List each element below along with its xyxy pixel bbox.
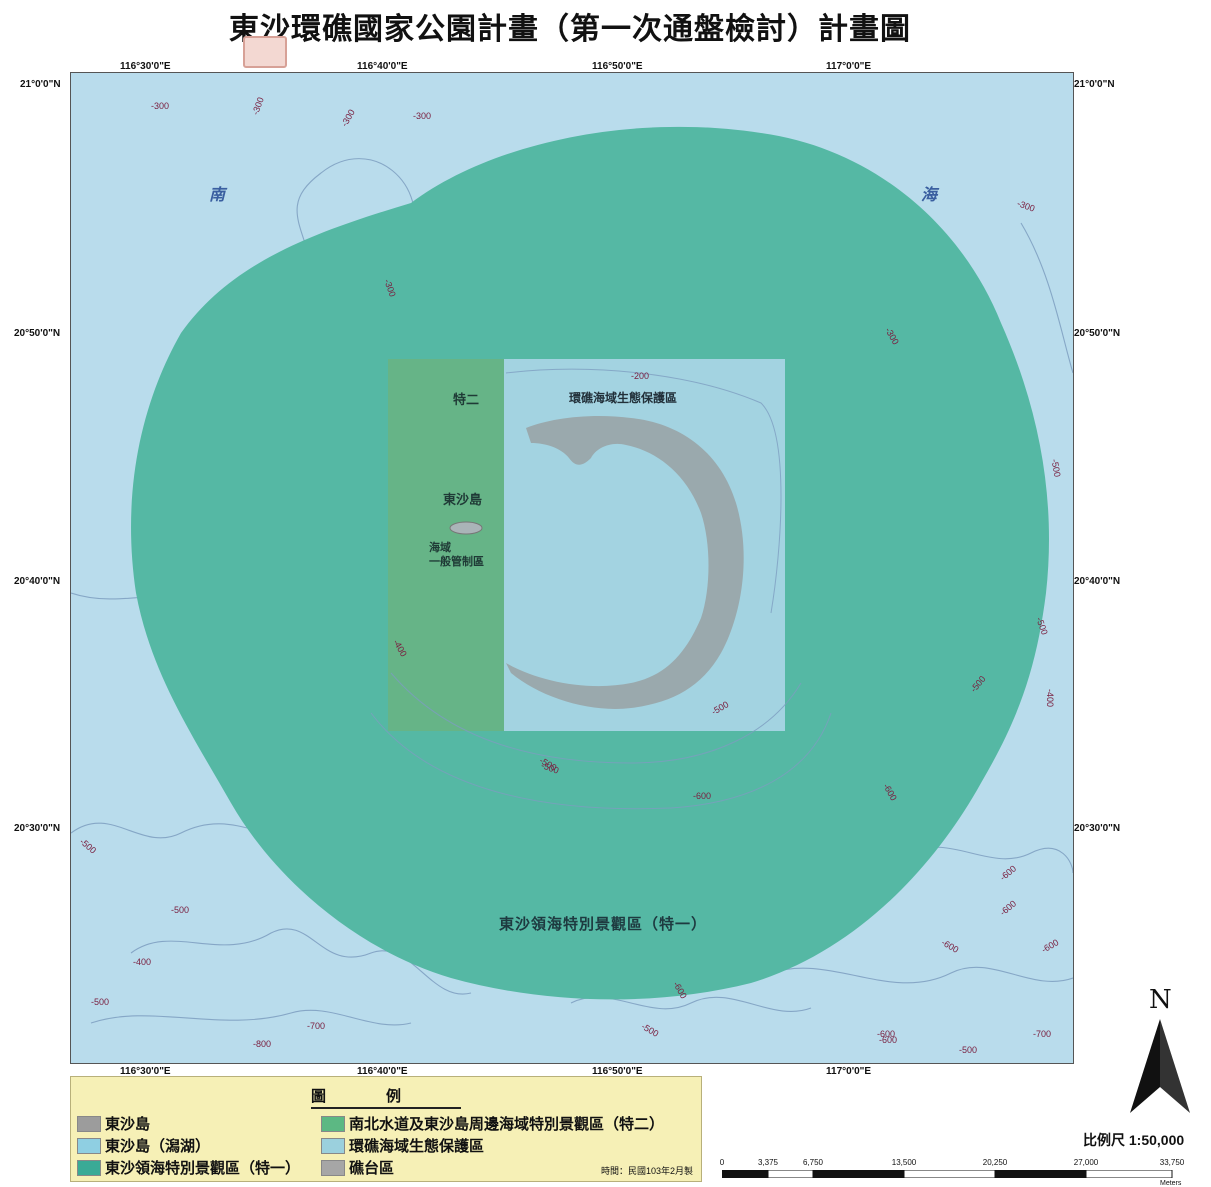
legend-label: 東沙島 <box>105 1116 151 1133</box>
depth-label: -500 <box>171 905 190 915</box>
legend-date: 時間：民國103年2月製 <box>600 1166 693 1176</box>
scale-tick: 20,250 <box>982 1158 1008 1167</box>
graticule-right-2: 20°50'0"N <box>1074 328 1121 339</box>
special-zone-2 <box>388 359 506 731</box>
official-seal <box>243 36 287 68</box>
legend-title: 圖例 <box>311 1085 461 1109</box>
label-ecology-zone: 環礁海域生態保護區 <box>569 391 678 405</box>
depth-label: -400 <box>133 957 152 967</box>
depth-label: -600 <box>877 1029 896 1039</box>
depth-label: -700 <box>1033 1029 1052 1039</box>
legend-item-ecology: 環礁海域生態保護區 <box>321 1135 484 1156</box>
graticule-left-1: 21°0'0"N <box>20 79 61 90</box>
graticule-right-4: 20°30'0"N <box>1074 823 1121 834</box>
legend-label: 礁台區 <box>349 1160 395 1177</box>
sea-label-sea: 海 <box>921 187 938 204</box>
scale-tick: 27,000 <box>1073 1158 1099 1167</box>
scale-tick: 33,750 <box>1159 1158 1185 1167</box>
depth-label: -800 <box>253 1039 272 1049</box>
legend-swatch <box>77 1137 101 1154</box>
graticule-top-2: 116°40'0"E <box>357 61 408 72</box>
label-dongsha-island: 東沙島 <box>443 492 483 507</box>
reef-platform <box>506 416 744 709</box>
legend-label: 東沙領海特別景觀區（特一） <box>105 1160 301 1177</box>
legend-label: 東沙島（潟湖） <box>105 1138 211 1155</box>
depth-label: -300 <box>151 101 170 111</box>
scale-ratio: 比例尺 1:50,000 <box>1083 1132 1185 1148</box>
scale-tick: 6,750 <box>802 1158 824 1167</box>
graticule-bottom-2: 116°40'0"E <box>357 1066 408 1077</box>
scale-bar: 0 3,375 6,750 13,500 20,250 27,000 33,75… <box>719 1158 1190 1187</box>
depth-label: -300 <box>413 111 432 121</box>
sea-label-south: 南 <box>209 187 226 204</box>
legend-item-special-2: 南北水道及東沙島周邊海域特別景觀區（特二） <box>321 1113 664 1134</box>
graticule-left-2: 20°50'0"N <box>14 328 61 339</box>
legend-swatch <box>77 1115 101 1132</box>
legend-swatch <box>321 1115 345 1132</box>
graticule-left-3: 20°40'0"N <box>14 576 61 587</box>
graticule-bottom-4: 117°0'0"E <box>826 1066 872 1077</box>
dongsha-island <box>449 521 483 535</box>
graticule-right-1: 21°0'0"N <box>1074 79 1115 90</box>
north-label: N <box>1149 985 1172 1015</box>
depth-label: -200 <box>631 371 650 381</box>
graticule-left-4: 20°30'0"N <box>14 823 61 834</box>
legend-panel: 圖例 東沙島 東沙島（潟湖） 東沙領海特別景觀區（特一） 南北水道及東沙島周邊海… <box>70 1076 702 1182</box>
legend-item-lagoon: 東沙島（潟湖） <box>77 1135 210 1156</box>
scale-bar-graphic <box>722 1170 1173 1178</box>
graticule-bottom-1: 116°30'0"E <box>120 1066 171 1077</box>
legend-swatch <box>321 1137 345 1154</box>
depth-label: -500 <box>91 997 110 1007</box>
scale-tick: 0 <box>719 1158 725 1167</box>
legend-item-special-1: 東沙領海特別景觀區（特一） <box>77 1157 300 1178</box>
map-frame[interactable]: 南 海 特二 環礁海域生態保護區 東沙島 海域 一般管制區 東沙領海特別景觀區（… <box>70 72 1074 1064</box>
graticule-top-4: 117°0'0"E <box>826 61 872 72</box>
scale-tick: 3,375 <box>757 1158 779 1167</box>
graticule-top-3: 116°50'0"E <box>592 61 643 72</box>
scale-tick: 13,500 <box>891 1158 917 1167</box>
depth-label: -500 <box>959 1045 978 1055</box>
map-canvas <box>71 126 1073 1026</box>
north-arrow-icon <box>1130 1019 1190 1113</box>
legend-label: 南北水道及東沙島周邊海域特別景觀區（特二） <box>349 1116 665 1133</box>
map-title: 東沙環礁國家公園計畫（第一次通盤檢討）計畫圖 <box>229 12 911 47</box>
north-arrow: N <box>1125 985 1195 1115</box>
graticule-top-1: 116°30'0"E <box>120 61 171 72</box>
depth-label: -700 <box>307 1021 326 1031</box>
scale-unit: Meters <box>1160 1180 1182 1187</box>
depth-label: -600 <box>693 791 712 801</box>
graticule-bottom-3: 116°50'0"E <box>592 1066 643 1077</box>
label-special-2: 特二 <box>453 392 480 407</box>
label-special-1: 東沙領海特別景觀區（特一） <box>499 916 708 933</box>
legend-item-reef: 礁台區 <box>321 1157 394 1178</box>
legend-label: 環礁海域生態保護區 <box>349 1138 485 1155</box>
graticule-right-3: 20°40'0"N <box>1074 576 1121 587</box>
depth-label: -600 <box>879 1035 898 1045</box>
depth-label: -400 <box>1045 688 1056 708</box>
legend-item-island: 東沙島 <box>77 1113 150 1134</box>
legend-swatch <box>77 1159 101 1176</box>
label-general-zone: 海域 一般管制區 <box>429 542 484 568</box>
legend-swatch <box>321 1159 345 1176</box>
